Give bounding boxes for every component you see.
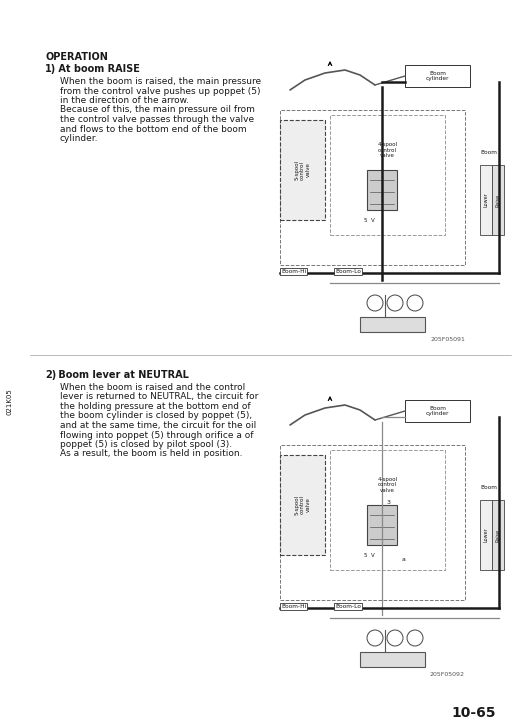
Bar — [480, 165, 492, 235]
Bar — [405, 400, 470, 422]
Text: the boom cylinder is closed by poppet (5),: the boom cylinder is closed by poppet (5… — [60, 412, 252, 420]
Bar — [480, 500, 492, 570]
Text: 5  V: 5 V — [364, 218, 375, 223]
Text: and flows to the bottom end of the boom: and flows to the bottom end of the boom — [60, 125, 246, 133]
Text: 5  V: 5 V — [364, 553, 375, 558]
Text: Boom: Boom — [480, 485, 497, 490]
Text: 1): 1) — [45, 64, 56, 74]
Text: Boom-Lo: Boom-Lo — [335, 269, 361, 274]
Text: cylinder.: cylinder. — [60, 134, 98, 143]
Bar — [405, 65, 470, 87]
Bar — [360, 652, 425, 667]
Bar — [492, 500, 504, 570]
Text: flowing into poppet (5) through orifice a of: flowing into poppet (5) through orifice … — [60, 430, 253, 440]
Text: 4-spool
control
valve: 4-spool control valve — [378, 477, 398, 493]
Text: Boom lever at NEUTRAL: Boom lever at NEUTRAL — [55, 370, 189, 380]
Circle shape — [387, 295, 403, 311]
Bar — [280, 110, 465, 265]
Text: Raise: Raise — [495, 528, 501, 541]
Text: in the direction of the arrow.: in the direction of the arrow. — [60, 96, 189, 105]
Circle shape — [367, 630, 383, 646]
Text: the holding pressure at the bottom end of: the holding pressure at the bottom end o… — [60, 402, 251, 411]
Bar — [280, 445, 465, 600]
Text: 4-spool
control
valve: 4-spool control valve — [378, 142, 398, 159]
Text: Boom-Lo: Boom-Lo — [335, 604, 361, 609]
Text: When the boom is raised and the control: When the boom is raised and the control — [60, 383, 245, 392]
Text: 021K05: 021K05 — [7, 388, 13, 415]
Text: lever is returned to NEUTRAL, the circuit for: lever is returned to NEUTRAL, the circui… — [60, 392, 259, 402]
Text: Because of this, the main pressure oil from: Because of this, the main pressure oil f… — [60, 105, 255, 115]
Text: the control valve passes through the valve: the control valve passes through the val… — [60, 115, 254, 124]
Text: poppet (5) is closed by pilot spool (3).: poppet (5) is closed by pilot spool (3). — [60, 440, 232, 449]
Text: OPERATION: OPERATION — [45, 52, 108, 62]
Circle shape — [407, 295, 423, 311]
Bar — [367, 505, 397, 545]
Text: 3: 3 — [387, 500, 391, 505]
Text: 10-65: 10-65 — [451, 706, 496, 720]
Text: At boom RAISE: At boom RAISE — [55, 64, 140, 74]
Text: Lower: Lower — [484, 193, 489, 208]
Bar — [330, 450, 445, 570]
Text: Raise: Raise — [495, 193, 501, 206]
Circle shape — [387, 630, 403, 646]
Text: Boom
cylinder: Boom cylinder — [426, 71, 449, 81]
Bar — [492, 165, 504, 235]
Text: a: a — [402, 557, 406, 562]
Text: from the control valve pushes up poppet (5): from the control valve pushes up poppet … — [60, 87, 261, 95]
Circle shape — [407, 630, 423, 646]
Text: 5-spool
control
valve: 5-spool control valve — [294, 495, 311, 515]
Text: Boom-Hi: Boom-Hi — [281, 269, 306, 274]
Text: and at the same time, the circuit for the oil: and at the same time, the circuit for th… — [60, 421, 256, 430]
Text: As a result, the boom is held in position.: As a result, the boom is held in positio… — [60, 449, 243, 459]
Text: When the boom is raised, the main pressure: When the boom is raised, the main pressu… — [60, 77, 261, 86]
Text: 5-spool
control
valve: 5-spool control valve — [294, 160, 311, 180]
Text: 205F05091: 205F05091 — [430, 337, 465, 342]
Bar — [367, 170, 397, 210]
Text: Lower: Lower — [484, 528, 489, 542]
Text: 2): 2) — [45, 370, 56, 380]
Bar — [330, 115, 445, 235]
Text: Boom
cylinder: Boom cylinder — [426, 406, 449, 417]
Bar — [360, 317, 425, 332]
Text: Boom: Boom — [480, 150, 497, 155]
Text: Boom-Hi: Boom-Hi — [281, 604, 306, 609]
Bar — [280, 455, 325, 555]
Bar — [280, 120, 325, 220]
Circle shape — [367, 295, 383, 311]
Text: 205F05092: 205F05092 — [430, 672, 465, 677]
